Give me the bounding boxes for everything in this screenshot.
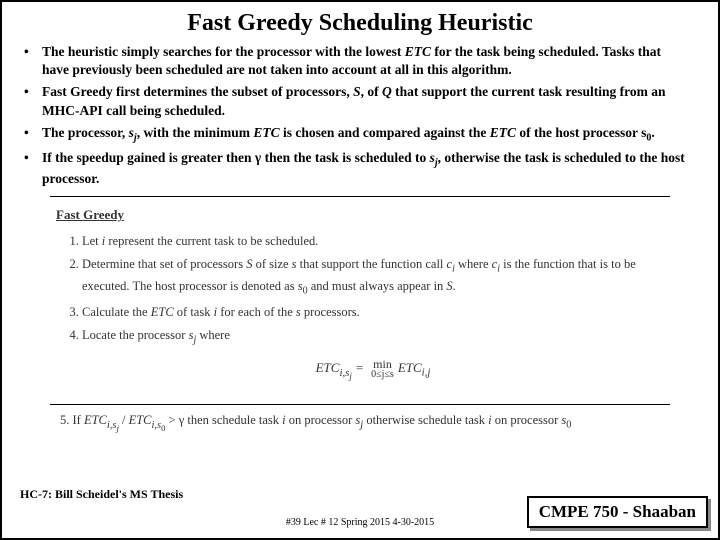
bullet-1: The heuristic simply searches for the pr…: [42, 43, 690, 79]
bullet-2: Fast Greedy first determines the subset …: [42, 83, 690, 119]
bullet-4: If the speedup gained is greater then γ …: [42, 149, 690, 188]
page-title: Fast Greedy Scheduling Heuristic: [2, 10, 718, 37]
algo-heading: Fast Greedy: [56, 205, 664, 225]
footer-pageinfo: #39 Lec # 12 Spring 2015 4-30-2015: [286, 517, 434, 528]
course-badge: CMPE 750 - Shaaban: [527, 496, 708, 528]
algo-step-1: Let i represent the current task to be s…: [82, 232, 664, 251]
footer-citation: HC-7: Bill Scheidel's MS Thesis: [20, 487, 183, 502]
bullet-list: The heuristic simply searches for the pr…: [2, 43, 718, 188]
algo-step-5: 5. If ETCi,sj / ETCi,s0 > γ then schedul…: [50, 411, 670, 434]
algo-step-3: Calculate the ETC of task i for each of …: [82, 303, 664, 322]
algo-formula: ETCi,sj = min0≤j≤sETCi,j: [82, 358, 664, 384]
algorithm-box: Fast Greedy Let i represent the current …: [50, 196, 670, 405]
algo-step-2: Determine that set of processors S of si…: [82, 255, 664, 299]
algo-step-4: Locate the processor sj where ETCi,sj = …: [82, 326, 664, 384]
bullet-3: The processor, sj, with the minimum ETC …: [42, 124, 690, 145]
